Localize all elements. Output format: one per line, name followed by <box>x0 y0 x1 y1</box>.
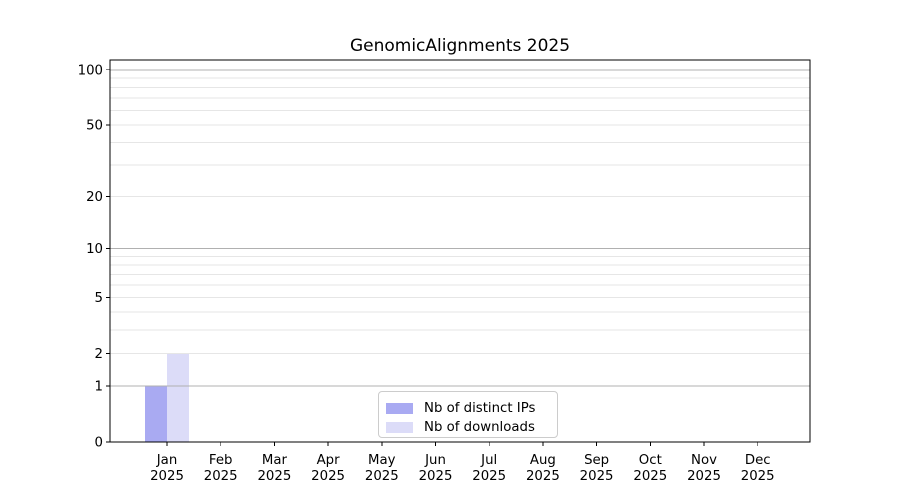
x-axis-tick-label-month: Apr <box>317 453 341 468</box>
legend-item-downloads: Nb of downloads <box>386 418 557 437</box>
x-axis-tick-label-month: Nov <box>691 453 717 468</box>
y-axis-tick-label: 0 <box>95 436 103 451</box>
x-axis-tick-label-month: Jul <box>480 453 497 468</box>
bar-distinct-ips-jan <box>145 386 167 442</box>
legend-swatch-distinct-ips <box>386 403 413 414</box>
x-axis-tick-label-year: 2025 <box>580 469 614 484</box>
x-axis-tick-label-month: May <box>368 453 396 468</box>
x-axis-tick-label-year: 2025 <box>472 469 506 484</box>
x-axis-tick-label-year: 2025 <box>257 469 291 484</box>
chart-title: GenomicAlignments 2025 <box>349 36 571 56</box>
x-axis-tick-label-year: 2025 <box>150 469 184 484</box>
x-axis-tick-label-month: Aug <box>530 453 556 468</box>
bar-downloads-jan <box>167 353 189 442</box>
x-axis-tick-label-year: 2025 <box>419 469 453 484</box>
y-axis-tick-label: 2 <box>95 347 103 362</box>
x-axis-tick-label-month: Dec <box>745 453 771 468</box>
x-axis-tick-label-year: 2025 <box>741 469 775 484</box>
y-axis-tick-label: 50 <box>86 118 103 133</box>
x-axis-tick-label-month: Sep <box>584 453 609 468</box>
legend: Nb of distinct IPs Nb of downloads <box>378 391 558 438</box>
x-axis-tick-label-year: 2025 <box>365 469 399 484</box>
x-axis-tick-label-year: 2025 <box>204 469 238 484</box>
x-axis-tick-label-month: Feb <box>209 453 233 468</box>
x-axis-tick-label-year: 2025 <box>633 469 667 484</box>
legend-item-distinct-ips: Nb of distinct IPs <box>386 399 557 418</box>
plot-border <box>109 59 811 443</box>
x-axis-tick-label-month: Mar <box>262 453 288 468</box>
y-axis-tick-label: 10 <box>86 242 103 257</box>
legend-swatch-downloads <box>386 422 413 433</box>
y-axis-tick-label: 5 <box>95 291 103 306</box>
x-axis-tick-label-month: Jun <box>424 453 446 468</box>
x-axis-tick-label-year: 2025 <box>311 469 345 484</box>
x-axis-tick-label-year: 2025 <box>526 469 560 484</box>
y-axis-tick-label: 20 <box>86 190 103 205</box>
x-axis-tick-label-month: Jan <box>156 453 178 468</box>
y-axis-tick-label: 100 <box>78 63 103 78</box>
x-axis-tick-label-year: 2025 <box>687 469 721 484</box>
y-axis-tick-label: 1 <box>95 380 103 395</box>
legend-label-distinct-ips: Nb of distinct IPs <box>424 400 536 416</box>
x-axis-tick-label-month: Oct <box>639 453 662 468</box>
legend-label-downloads: Nb of downloads <box>424 419 535 435</box>
